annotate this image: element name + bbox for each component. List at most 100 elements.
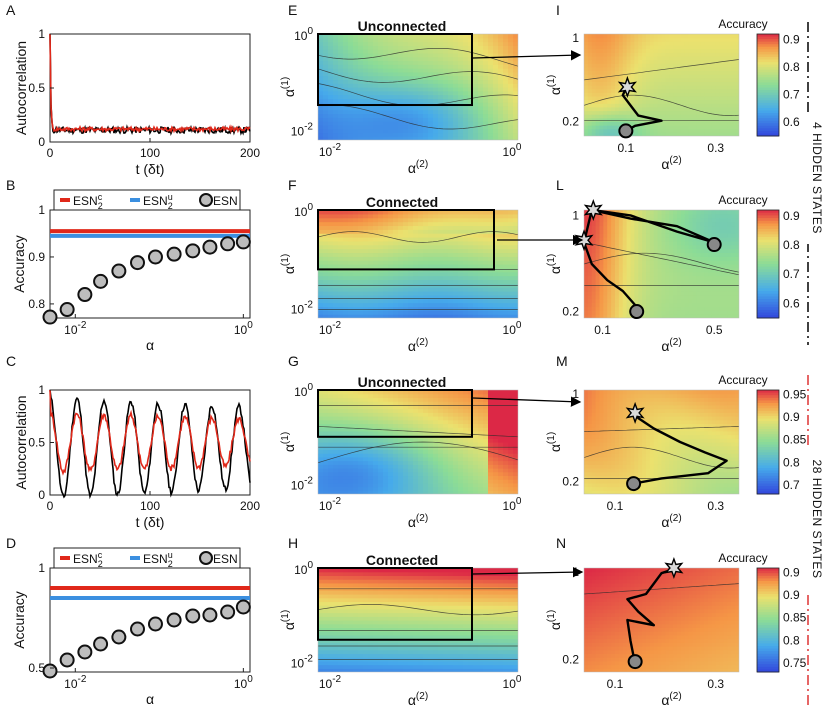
colorbar-cell <box>757 651 779 655</box>
colorbar-cell <box>757 390 779 394</box>
y-tick-label: 1 <box>38 561 45 575</box>
colorbar-cell <box>757 212 779 216</box>
contour-line <box>318 104 518 130</box>
colorbar-cell <box>757 653 779 657</box>
y-axis-label: Accuracy <box>11 591 27 649</box>
legend-label: ESN <box>213 552 238 566</box>
colorbar-cell <box>757 123 779 127</box>
colorbar-cell <box>757 596 779 600</box>
colorbar-tick-label: 0.7 <box>783 88 800 102</box>
trajectory-start-marker <box>627 654 643 670</box>
series-line-red <box>49 33 251 134</box>
colorbar-cell <box>757 309 779 314</box>
colorbar-cell <box>757 617 779 621</box>
colorbar-cell <box>757 622 779 626</box>
colorbar-cell <box>757 633 779 637</box>
contour-line <box>584 252 739 273</box>
trajectory-best-marker <box>583 198 603 222</box>
panel-label-g: G <box>288 353 299 369</box>
colorbar-cell <box>757 599 779 603</box>
x-tick-label: 200 <box>240 499 260 513</box>
colorbar-cell <box>757 483 779 487</box>
x-tick-label: 100 <box>503 496 522 513</box>
trajectory-best-marker <box>664 556 684 580</box>
colorbar-cell <box>757 280 779 284</box>
colorbar-tick-label: 0.85 <box>783 611 807 625</box>
colorbar-cell <box>757 627 779 631</box>
y-tick-label: 0 <box>38 488 45 502</box>
zoom-box <box>317 209 495 271</box>
data-point <box>166 246 182 262</box>
colorbar-cell <box>757 255 779 260</box>
data-point <box>93 636 109 652</box>
panel-a: 0 100 200 0 0.5 1 t (δt) Autocorrelation <box>13 27 260 177</box>
colorbar-cell <box>757 635 779 639</box>
colorbar-cell <box>757 39 779 43</box>
colorbar-cell <box>757 85 779 89</box>
colorbar-cell <box>757 656 779 660</box>
data-point <box>185 608 201 624</box>
data-point <box>130 621 146 637</box>
colorbar-title: Accuracy <box>718 373 767 387</box>
colorbar-cell <box>757 54 779 58</box>
y-tick-label: 1 <box>572 208 579 222</box>
plot-frame <box>49 209 251 319</box>
data-point <box>59 302 75 318</box>
colorbar-cell <box>757 400 779 404</box>
legend-swatch <box>60 198 70 202</box>
x-axis-label: α <box>146 691 154 707</box>
y-axis-label: α(1) <box>280 254 297 274</box>
colorbar-cell <box>757 59 779 63</box>
colorbar-cell <box>757 416 779 420</box>
x-axis-label: α(2) <box>408 691 428 708</box>
legend: ESN2c ESN2u ESN <box>53 189 241 211</box>
y-tick-label: 10-2 <box>291 654 314 671</box>
panel-l: 0.1 0.5 1 0.2 α(2) α(1) 0.9 0.8 0.7 0.6 Accuracy <box>546 193 800 354</box>
y-axis-label: α(1) <box>546 254 563 274</box>
trajectory-start-marker <box>618 123 634 139</box>
panel-label-m: M <box>556 353 568 369</box>
colorbar-cell <box>757 423 779 427</box>
data-point <box>130 255 146 271</box>
x-tick-label: 10-2 <box>319 320 342 337</box>
colorbar-tick-label: 0.9 <box>783 209 800 223</box>
colorbar-cell <box>757 296 779 300</box>
y-tick-label: 100 <box>294 560 313 577</box>
colorbar-cell <box>757 491 779 495</box>
colorbar-cell <box>757 299 779 303</box>
x-tick-label: 100 <box>503 142 522 159</box>
contour-line <box>584 59 739 81</box>
x-axis-label: α(2) <box>408 337 428 354</box>
colorbar-cell <box>757 408 779 412</box>
colorbar-cell <box>757 575 779 579</box>
colorbar-cell <box>757 285 779 289</box>
colorbar-cell <box>757 449 779 453</box>
data-point <box>220 604 236 620</box>
colorbar-cell <box>757 583 779 587</box>
plot-frame <box>583 389 740 495</box>
panel-label-f: F <box>288 177 297 193</box>
panel-title: Connected <box>366 552 438 568</box>
colorbar-cell <box>757 455 779 459</box>
colorbar-cell <box>757 130 779 134</box>
colorbar-cell <box>757 253 779 257</box>
panel-label-a: A <box>6 2 16 18</box>
y-axis-label: α(1) <box>546 432 563 452</box>
panel-n: 0.1 0.310.2α(2)α(1)0.950.90.850.80.75Accu… <box>546 551 807 708</box>
x-axis-label: t (δt) <box>136 161 165 177</box>
colorbar-tick-label: 0.85 <box>783 433 807 447</box>
colorbar-title: Accuracy <box>718 17 767 31</box>
zoom-arrow <box>472 50 582 61</box>
y-tick-label: 100 <box>294 382 313 399</box>
colorbar-cell <box>757 269 779 273</box>
y-axis-label: α(1) <box>280 432 297 452</box>
colorbar-cell <box>757 234 779 238</box>
colorbar-cell <box>757 397 779 401</box>
contour-line <box>584 426 739 432</box>
panel-c: 0 100 200 0 0.5 1 t (δt) Autocorrelation <box>13 383 260 530</box>
colorbar-cell <box>757 410 779 414</box>
colorbar-cell <box>757 95 779 99</box>
colorbar-cell <box>757 666 779 670</box>
